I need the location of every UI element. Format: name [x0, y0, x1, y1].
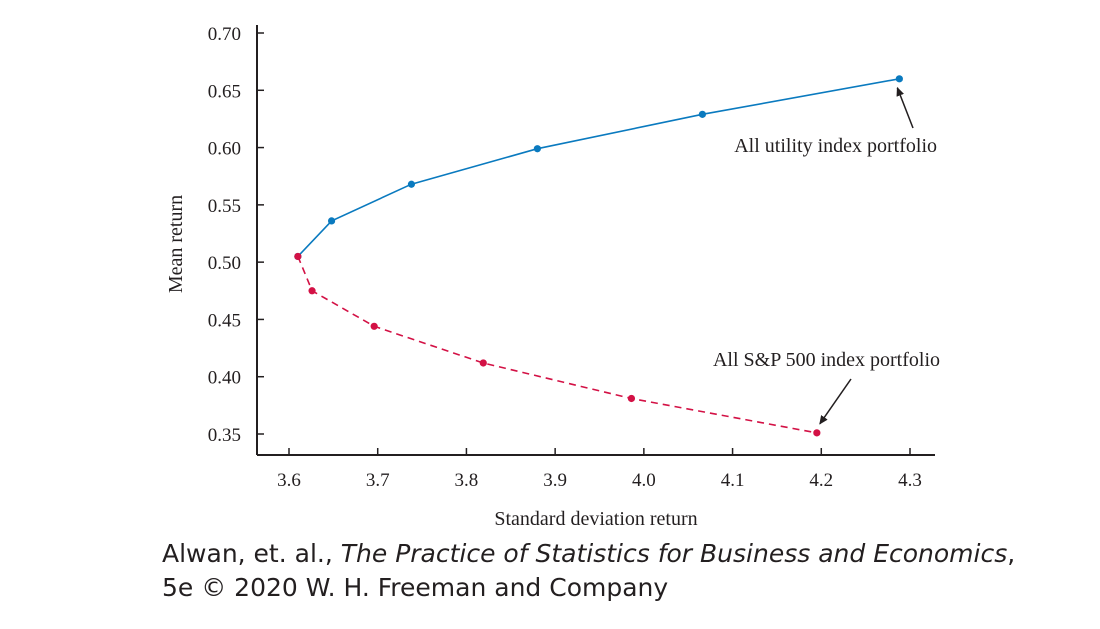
annotation-arrow-2	[819, 378, 852, 425]
y-tick-label: 0.45	[208, 310, 241, 331]
series-2-point	[370, 322, 378, 330]
y-tick-label: 0.70	[208, 24, 241, 45]
series-2-point	[813, 429, 821, 437]
axes: 3.6 3.7 3.8 3.9 4.0 4.1 4.2 4.3 0.70 0.65 0.60 0.55…	[208, 24, 935, 491]
series-line-1	[297, 78, 900, 257]
figure-credit: Alwan, et. al., The Practice of Statisti…	[162, 537, 1062, 605]
x-tick-label: 4.0	[632, 470, 656, 491]
series-1-point	[407, 180, 416, 188]
annotation-layer: All utility index portfolio All S&P 500 i…	[713, 86, 940, 425]
y-tick-label: 0.55	[208, 196, 241, 217]
x-tick-label: 3.9	[543, 470, 567, 491]
x-tick-label: 3.8	[455, 470, 479, 491]
annotation-arrow-1	[896, 86, 914, 129]
y-tick-label: 0.65	[208, 81, 241, 102]
annotation-label-2: All S&P 500 index portfolio	[713, 349, 940, 371]
credit-comma: ,	[1007, 539, 1016, 568]
x-tick-label: 4.2	[809, 470, 833, 491]
credit-book-title: The Practice of Statistics for Business …	[340, 539, 1008, 568]
x-tick-label: 3.6	[277, 470, 301, 491]
y-axis-title: Mean return	[165, 195, 187, 293]
credit-edition: 5e © 2020 W. H. Freeman and Company	[162, 573, 669, 602]
x-tick-label: 4.3	[898, 470, 922, 491]
x-axis-title: Standard deviation return	[494, 508, 697, 530]
series-1-point	[533, 145, 542, 153]
y-tick-label: 0.60	[208, 139, 241, 160]
x-tick-label: 4.1	[721, 470, 745, 491]
annotation-label-1: All utility index portfolio	[734, 135, 937, 157]
series-layer	[294, 75, 903, 437]
series-2-point	[627, 394, 636, 403]
series-2-point	[294, 252, 302, 261]
series-2-point	[479, 359, 487, 367]
y-tick-label: 0.40	[208, 368, 241, 389]
series-2-point	[308, 287, 316, 295]
series-1-point	[895, 75, 903, 83]
series-line-2	[297, 256, 818, 434]
x-tick-label: 3.7	[366, 470, 390, 491]
y-tick-label: 0.50	[208, 253, 241, 274]
credit-authors: Alwan, et. al.,	[162, 539, 333, 568]
y-tick-label: 0.35	[208, 425, 241, 446]
series-1-point	[327, 217, 336, 225]
series-1-point	[698, 110, 707, 118]
